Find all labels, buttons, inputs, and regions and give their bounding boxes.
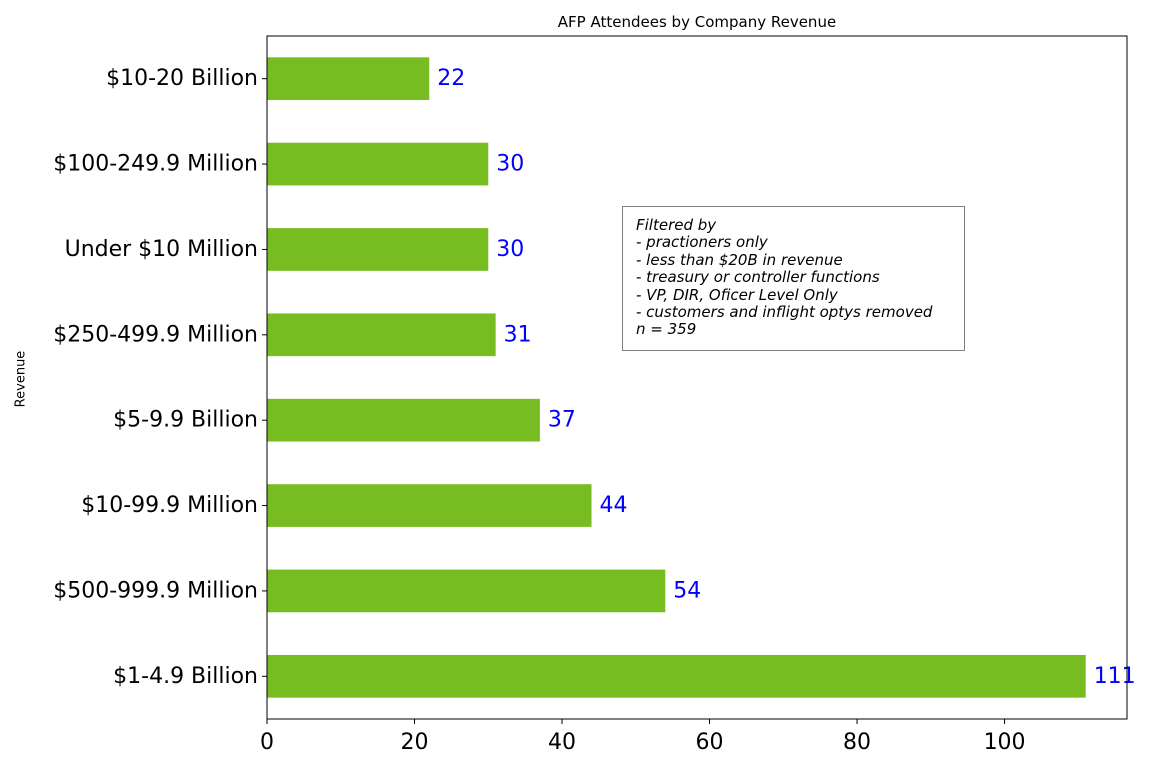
y-tick-label: $100-249.9 Million [53,152,258,177]
bar-value-label: 37 [548,408,576,433]
plot-frame [266,35,1128,720]
bar [267,313,496,357]
y-tick-label: $1-4.9 Billion [113,664,258,689]
y-tick-label: $5-9.9 Billion [113,408,258,433]
bar-value-label: 30 [496,237,524,262]
bar-value-label: 31 [504,322,532,347]
y-tick-label: $250-499.9 Million [53,322,258,347]
annotation-line: - less than $20B in revenue [636,250,843,269]
y-tick-label: $500-999.9 Million [53,578,258,603]
bar-value-label: 111 [1094,664,1136,689]
x-tick-label: 0 [260,730,274,755]
annotation-line: - treasury or controller functions [636,268,880,287]
chart-title: AFP Attendees by Company Revenue [557,13,837,31]
x-tick-label: 60 [696,730,724,755]
bar [267,569,666,613]
bar-value-label: 54 [673,578,701,603]
bar [267,228,489,271]
y-tick-label: $10-99.9 Million [81,493,258,518]
y-tick-label: $10-20 Billion [106,66,258,91]
bar [267,57,430,101]
x-tick-label: 80 [843,730,871,755]
annotation-line: - customers and inflight optys removed [636,303,933,322]
filter-annotation-box: Filtered by - practioners only - less th… [622,206,965,351]
bar [267,484,592,527]
annotation-line: n = 359 [636,320,697,339]
x-tick-label: 100 [984,730,1026,755]
bar-value-label: 44 [600,493,628,518]
bar [267,654,1086,698]
bar-value-label: 30 [496,152,524,177]
bar [267,142,489,186]
annotation-line: - VP, DIR, Oficer Level Only [636,285,838,304]
bar-value-label: 22 [437,66,465,91]
annotation-line: Filtered by [636,216,717,234]
y-tick-label: Under $10 Million [65,237,258,262]
annotation-line: - practioners only [636,233,768,252]
x-tick-label: 20 [401,730,429,755]
bar [267,398,540,442]
x-tick-label: 40 [548,730,576,755]
